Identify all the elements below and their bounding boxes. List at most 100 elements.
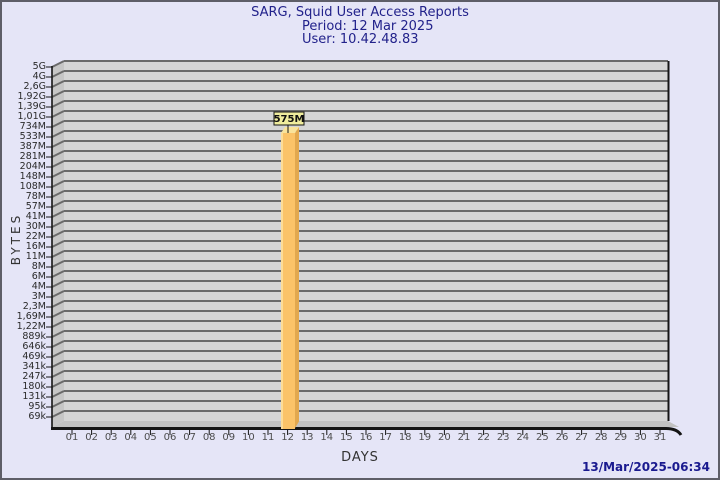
side-wall-gridline	[51, 130, 65, 138]
side-wall-gridline	[51, 390, 65, 398]
x-axis-line	[51, 427, 683, 436]
y-tick-label: 5G	[32, 61, 46, 72]
y-tick-label: 11M	[25, 251, 46, 262]
side-wall-gridline	[51, 310, 65, 318]
bar-left-highlight	[281, 133, 283, 429]
x-tick-label: 15	[340, 432, 353, 443]
y-tick-label: 469k	[22, 351, 46, 362]
x-tick-label: 07	[183, 432, 196, 443]
y-tick-label: 533M	[19, 131, 46, 142]
y-tick-label: 2,6G	[23, 81, 46, 92]
side-wall-gridline	[51, 60, 65, 68]
x-tick-label: 03	[104, 432, 118, 443]
y-tick-label: 1,69M	[16, 311, 46, 322]
y-tick-label: 734M	[19, 121, 46, 132]
y-tick-label: 95k	[28, 401, 46, 412]
annotation-box	[273, 111, 305, 126]
side-wall-gridline	[51, 270, 65, 278]
x-tick-label: 01	[65, 432, 79, 443]
y-tick-label: 2,3M	[22, 301, 46, 312]
side-wall-gridline	[51, 340, 65, 348]
y-tick-label: 1,22M	[16, 321, 46, 332]
y-tick-label: 281M	[19, 151, 46, 162]
y-tick-label: 889k	[22, 331, 46, 342]
x-tick-label: 05	[144, 432, 157, 443]
x-tick-label: 14	[320, 432, 334, 443]
bar-front-face	[281, 133, 295, 429]
side-wall-gridline	[51, 230, 65, 238]
gridlines	[64, 60, 668, 412]
side-wall-gridline	[51, 120, 65, 128]
side-wall-gridline	[51, 140, 65, 148]
y-tick-label: 22M	[25, 231, 46, 242]
y-tick-label: 30M	[25, 221, 46, 232]
y-axis-ticks	[46, 66, 52, 418]
x-tick-label: 09	[222, 432, 236, 443]
side-wall-gridline	[51, 220, 65, 228]
y-tick-label: 646k	[22, 341, 46, 352]
side-wall-gridline	[51, 160, 65, 168]
y-axis-title: BYTES	[9, 212, 23, 266]
side-wall-gridline	[51, 400, 65, 408]
y-tick-label: 247k	[22, 371, 46, 382]
side-wall-gridline	[51, 210, 65, 218]
side-wall-gridline	[51, 250, 65, 258]
side-wall-gridline	[51, 170, 65, 178]
y-tick-label: 4M	[31, 281, 46, 292]
x-tick-label: 30	[634, 432, 647, 443]
side-wall-gridline	[51, 70, 65, 78]
y-tick-label: 108M	[19, 181, 46, 192]
y-tick-label: 204M	[19, 161, 46, 172]
side-wall-gridline	[51, 80, 65, 88]
y-tick-label: 1,01G	[17, 111, 46, 122]
x-tick-label: 31	[653, 432, 667, 443]
x-tick-label: 20	[438, 432, 451, 443]
chart-period: Period: 12 Mar 2025	[302, 19, 434, 34]
x-tick-label: 04	[124, 432, 138, 443]
x-tick-label: 21	[457, 432, 471, 443]
side-wall-gridlines	[51, 60, 65, 418]
x-tick-label: 11	[261, 432, 275, 443]
x-tick-label: 02	[85, 432, 98, 443]
x-axis-labels: 01 02 03 04 05 06 07 08 09 10 11 12 13 14 15 16 17 18 19 20…	[2, 432, 718, 446]
generation-timestamp: 13/Mar/2025-06:34	[582, 460, 710, 474]
x-tick-label: 29	[614, 432, 628, 443]
side-wall-gridline	[51, 190, 65, 198]
x-tick-label: 25	[536, 432, 549, 443]
bar-value-label: 575M	[274, 114, 305, 125]
side-wall-gridline	[51, 350, 65, 358]
bar-top-face	[281, 127, 299, 133]
y-tick-label: 387M	[19, 141, 46, 152]
side-wall-gridline	[51, 200, 65, 208]
y-tick-label: 1,39G	[17, 101, 46, 112]
x-tick-label: 26	[555, 432, 569, 443]
x-tick-label: 10	[242, 432, 255, 443]
side-wall-gridline	[51, 370, 65, 378]
chart-user: User: 10.42.48.83	[302, 32, 419, 47]
x-tick-label: 19	[418, 432, 432, 443]
side-wall-gridline	[51, 320, 65, 328]
y-tick-label: 180k	[22, 381, 46, 392]
side-wall-gridline	[51, 280, 65, 288]
y-tick-label: 8M	[31, 261, 46, 272]
side-wall-gridline	[51, 110, 65, 118]
x-tick-label: 17	[379, 432, 392, 443]
x-tick-label: 27	[575, 432, 588, 443]
y-tick-label: 16M	[25, 241, 46, 252]
x-tick-label: 16	[359, 432, 373, 443]
y-tick-label: 3M	[31, 291, 46, 302]
y-tick-label: 69k	[28, 411, 46, 422]
side-wall-gridline	[51, 260, 65, 268]
x-axis-ticks	[71, 430, 661, 435]
x-tick-label: 08	[202, 432, 216, 443]
y-tick-label: 6M	[31, 271, 46, 282]
y-tick-label: 131k	[22, 391, 46, 402]
side-wall-gridline	[51, 150, 65, 158]
x-tick-label: 24	[516, 432, 530, 443]
side-wall-gridline	[51, 90, 65, 98]
bar-side-face	[295, 127, 299, 428]
x-tick-label: 13	[300, 432, 314, 443]
y-tick-label: 4G	[32, 71, 46, 82]
